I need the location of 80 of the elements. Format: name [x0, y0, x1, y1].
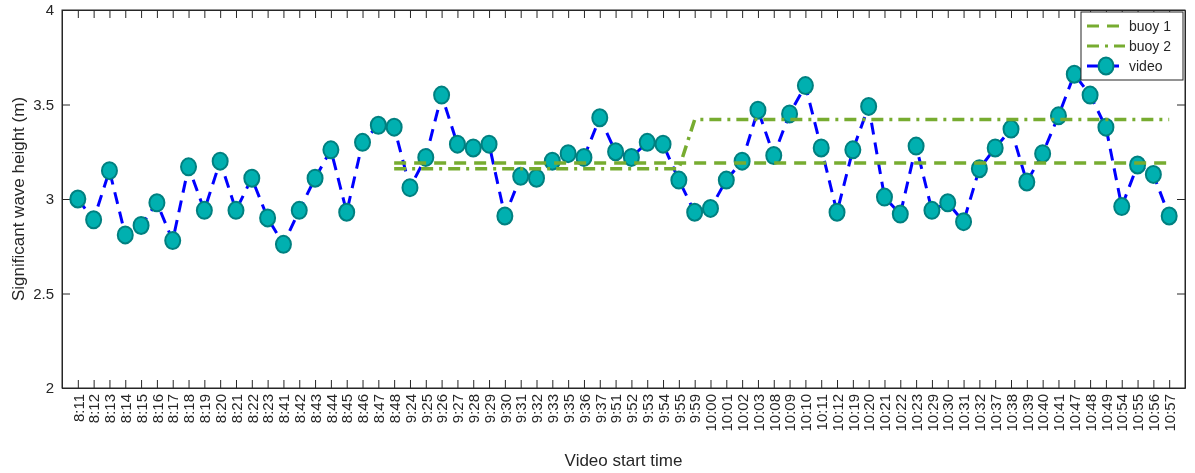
x-tick-label: 8:22 — [243, 394, 261, 424]
x-tick-label: 10:39 — [1018, 394, 1036, 432]
x-tick-label: 8:46 — [354, 394, 372, 424]
x-tick-label: 8:23 — [259, 394, 277, 424]
x-tick-label: 10:37 — [986, 394, 1004, 432]
x-tick-label: 8:18 — [180, 394, 198, 424]
x-tick-label: 10:02 — [733, 394, 751, 432]
x-tick-label: 9:26 — [433, 394, 451, 424]
x-tick-label: 8:48 — [385, 394, 403, 424]
x-tick-label: 8:21 — [227, 394, 245, 424]
x-tick-label: 8:43 — [306, 394, 324, 424]
x-tick-label: 10:31 — [955, 394, 973, 432]
x-tick-label: 10:57 — [1160, 394, 1178, 432]
x-tick-label: 8:42 — [291, 394, 308, 424]
y-tick-label: 2 — [45, 379, 54, 397]
x-tick-label: 8:11 — [69, 394, 87, 423]
legend-label: buoy 2 — [1129, 38, 1172, 54]
x-tick-label: 10:23 — [907, 394, 925, 432]
x-tick-label: 10:38 — [1002, 394, 1020, 432]
x-tick-label: 10:22 — [892, 394, 910, 432]
x-tick-label: 10:40 — [1034, 394, 1052, 432]
x-tick-label: 10:19 — [844, 394, 862, 432]
x-tick-label: 9:30 — [496, 394, 514, 424]
x-tick-label: 9:28 — [464, 394, 482, 424]
x-tick-label: 9:24 — [401, 394, 419, 424]
x-tick-label: 10:41 — [1050, 394, 1068, 432]
y-axis-title: Significant wave height (m) — [9, 96, 28, 302]
x-tick-label: 9:59 — [686, 394, 704, 424]
x-tick-label: 9:53 — [638, 394, 656, 424]
y-tick-label: 2.5 — [33, 284, 54, 302]
y-tick-label: 4 — [45, 1, 54, 19]
x-tick-label: 10:03 — [749, 394, 767, 432]
x-tick-label: 8:16 — [148, 394, 166, 424]
x-tick-label: 9:36 — [575, 394, 593, 424]
x-tick-label: 8:47 — [370, 394, 388, 424]
x-tick-label: 9:37 — [591, 394, 609, 424]
x-tick-label: 9:51 — [607, 394, 625, 424]
x-tick-label: 9:54 — [654, 394, 672, 424]
x-tick-label: 10:21 — [876, 394, 894, 432]
x-tick-label: 10:55 — [1129, 394, 1147, 432]
x-tick-label: 8:17 — [164, 394, 182, 424]
x-tick-label: 9:35 — [559, 394, 577, 424]
x-tick-label: 10:20 — [860, 394, 878, 432]
x-tick-label: 10:08 — [765, 394, 783, 432]
x-tick-label: 9:27 — [449, 394, 467, 424]
y-tick-label: 3 — [45, 190, 54, 208]
x-tick-label: 9:33 — [544, 394, 562, 424]
x-tick-label: 9:52 — [623, 394, 641, 424]
x-axis-title: Video start time — [564, 451, 683, 470]
x-tick-label: 10:47 — [1066, 394, 1084, 432]
x-tick-label: 8:45 — [338, 394, 356, 424]
x-tick-label: 8:13 — [101, 394, 119, 424]
x-tick-label: 10:32 — [971, 394, 989, 432]
x-tick-label: 10:30 — [939, 394, 957, 432]
x-tick-label: 10:00 — [702, 394, 720, 432]
x-tick-label: 10:12 — [828, 394, 846, 432]
x-tick-label: 9:29 — [480, 394, 498, 424]
x-tick-label: 8:14 — [117, 394, 135, 424]
x-tick-label: 8:19 — [196, 394, 214, 424]
legend-label: video — [1129, 58, 1163, 74]
x-tick-label: 8:15 — [132, 394, 150, 424]
x-tick-label: 8:44 — [322, 394, 340, 424]
x-tick-label: 10:01 — [718, 394, 736, 432]
x-tick-label: 8:12 — [85, 394, 103, 424]
x-tick-label: 8:41 — [275, 394, 293, 424]
x-tick-label: 10:10 — [797, 394, 815, 432]
x-tick-label: 10:11 — [812, 394, 830, 431]
legend-label: buoy 1 — [1129, 18, 1172, 34]
x-tick-label: 10:09 — [781, 394, 799, 432]
y-tick-label: 3.5 — [33, 95, 54, 113]
x-tick-label: 9:55 — [670, 394, 688, 424]
x-tick-label: 9:32 — [528, 394, 546, 424]
x-tick-label: 10:29 — [923, 394, 941, 432]
x-tick-label: 10:54 — [1113, 394, 1131, 432]
x-tick-label: 10:48 — [1081, 394, 1099, 432]
x-tick-label: 10:49 — [1097, 394, 1115, 432]
x-tick-label: 8:20 — [211, 394, 229, 424]
x-tick-label: 9:31 — [512, 394, 530, 424]
x-tick-label: 9:25 — [417, 394, 435, 424]
x-tick-label: 10:56 — [1145, 394, 1163, 432]
